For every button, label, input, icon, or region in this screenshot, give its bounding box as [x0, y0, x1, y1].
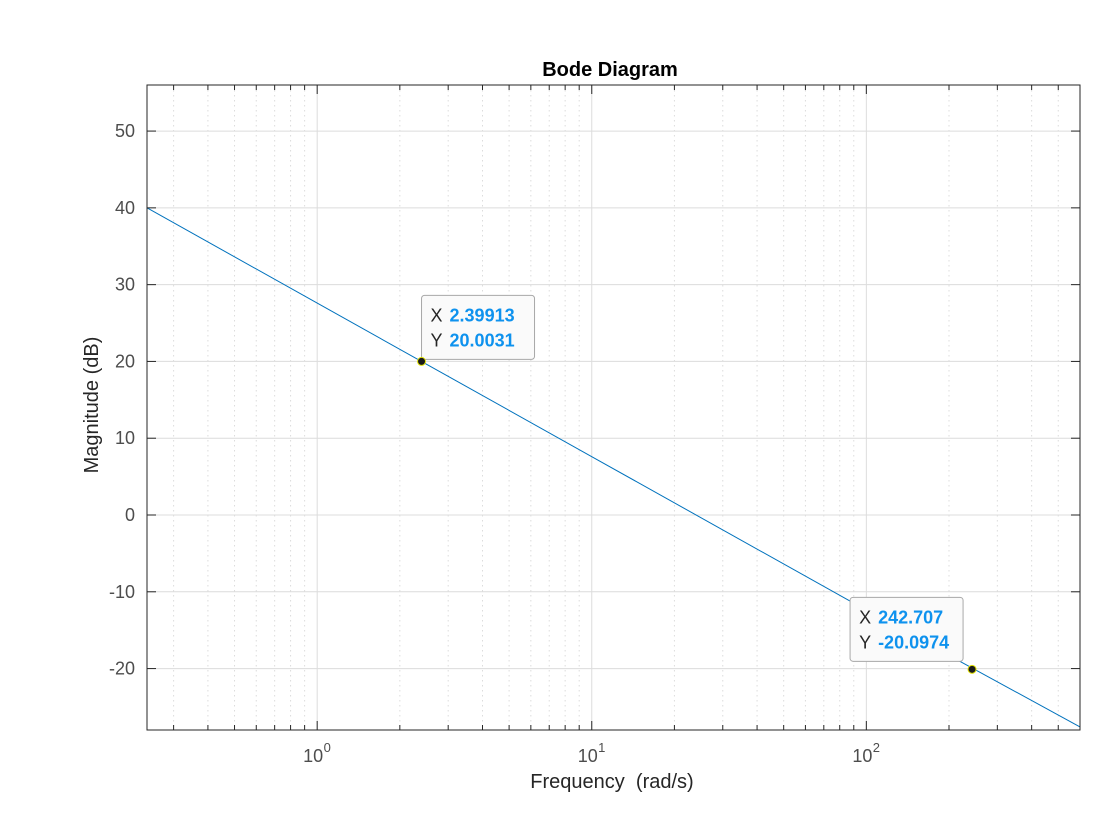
- y-tick-label: 50: [115, 121, 135, 141]
- datatip-marker: [417, 356, 427, 366]
- datatip-y-label: Y: [431, 330, 443, 350]
- x-tick-label-exponent: 2: [873, 740, 880, 755]
- datatip-y-value: -20.0974: [878, 632, 949, 652]
- x-tick-label-base: 10: [852, 746, 872, 766]
- major-grid: [147, 85, 1080, 730]
- x-tick-label-group: 10 2: [852, 740, 880, 766]
- datatip-marker: [967, 664, 977, 674]
- y-tick-label: 30: [115, 275, 135, 295]
- x-tick-label-base: 10: [578, 746, 598, 766]
- datatip-y-value: 20.0031: [450, 330, 515, 350]
- y-tick-label: -20: [109, 659, 135, 679]
- datatip-box: [849, 596, 964, 662]
- y-tick-label: 10: [115, 428, 135, 448]
- datatips-layer: X 2.39913 Y 20.0031 X 242.707 Y -20.0974: [417, 294, 977, 674]
- datatip-x-label: X: [859, 607, 871, 627]
- datatip-x-value: 2.39913: [450, 305, 515, 325]
- y-tick-labels: -20 -10 0 10 20 30 40 50: [109, 121, 135, 679]
- datatip: X 242.707 Y -20.0974: [849, 596, 977, 674]
- y-tick-label: 40: [115, 198, 135, 218]
- x-tick-label-group: 10 1: [578, 740, 606, 766]
- datatip: X 2.39913 Y 20.0031: [417, 294, 536, 366]
- chart-title: Bode Diagram: [542, 59, 678, 81]
- x-axis-label: Frequency (rad/s): [530, 771, 693, 793]
- x-tick-label-group: 10 0: [303, 740, 331, 766]
- x-tick-label-exponent: 1: [598, 740, 605, 755]
- x-tick-label-base: 10: [303, 746, 323, 766]
- y-tick-label: -10: [109, 582, 135, 602]
- datatip-x-label: X: [431, 305, 443, 325]
- ticks-layer: [147, 85, 1081, 730]
- plot-border: [146, 84, 1081, 731]
- datatip-y-label: Y: [859, 632, 871, 652]
- y-axis-label: Magnitude (dB): [81, 337, 103, 474]
- x-tick-label-exponent: 0: [324, 740, 331, 755]
- y-tick-label: 0: [125, 505, 135, 525]
- x-tick-labels: 10 0 10 1 10 2: [303, 740, 880, 766]
- datatip-box: [421, 294, 536, 360]
- y-tick-label: 20: [115, 351, 135, 371]
- datatip-x-value: 242.707: [878, 607, 943, 627]
